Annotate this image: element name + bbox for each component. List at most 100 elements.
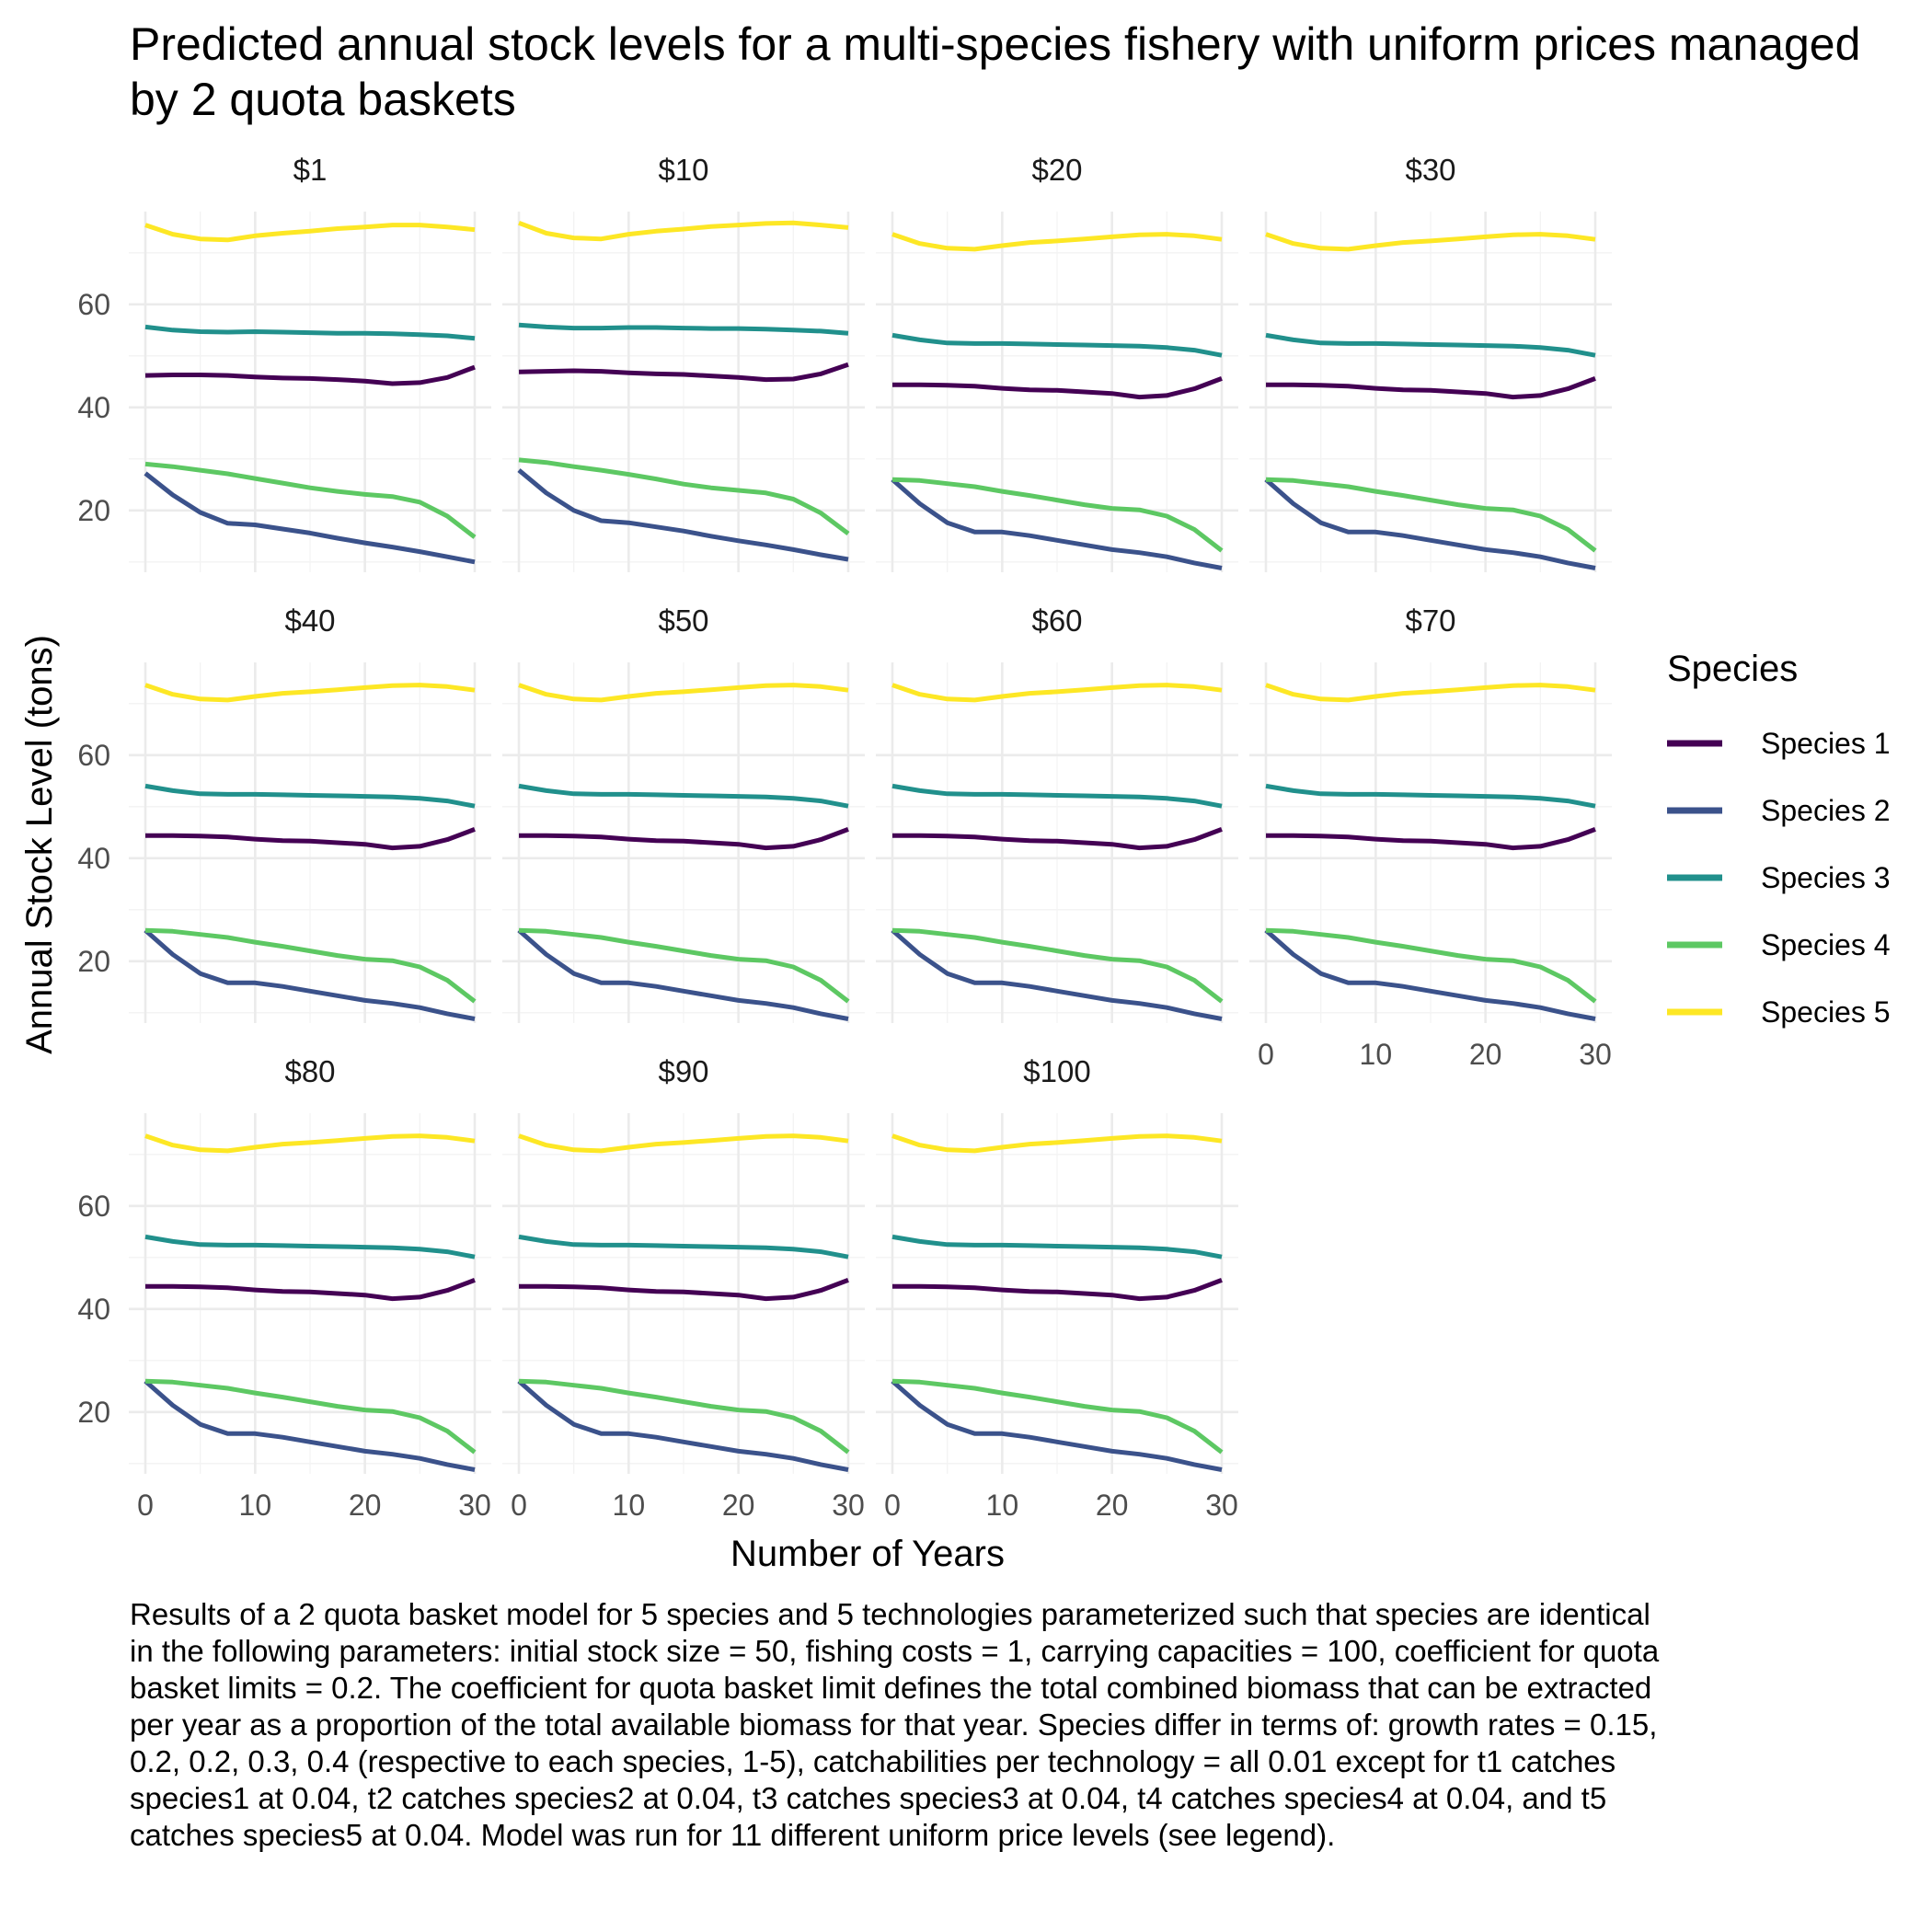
series-line-species-4 — [891, 477, 1224, 553]
series-line-species-4 — [518, 1378, 850, 1455]
legend-key-label: Species 4 — [1761, 928, 1891, 961]
y-tick-label: 60 — [77, 739, 110, 772]
series-line-species-4 — [891, 1378, 1224, 1455]
x-tick-label: 0 — [884, 1489, 901, 1522]
facet-label: $1 — [293, 153, 328, 187]
facet-label: $70 — [1405, 604, 1455, 638]
series-line-species-1 — [1266, 827, 1596, 851]
y-tick-label: 20 — [77, 1396, 110, 1429]
series-line-species-4 — [144, 927, 477, 1004]
facet-panel: $90 0 10 20 30 — [502, 1054, 865, 1522]
series-line-species-5 — [1265, 232, 1596, 252]
y-tick-label: 20 — [77, 494, 110, 527]
legend-key-label: Species 5 — [1761, 995, 1891, 1029]
series-line-species-5 — [144, 683, 476, 703]
series-line-species-1 — [892, 376, 1223, 400]
legend-key-label: Species 1 — [1761, 727, 1891, 760]
y-tick-label: 40 — [77, 1293, 110, 1326]
series-line-species-1 — [145, 1278, 476, 1302]
facet-panel: $50 — [502, 604, 865, 1023]
y-tick-label: 40 — [77, 391, 110, 424]
x-tick-label: 20 — [1469, 1038, 1502, 1071]
x-tick-label: 10 — [613, 1489, 646, 1522]
facet-label: $50 — [658, 604, 708, 638]
x-tick-label: 20 — [1096, 1489, 1129, 1522]
series-line-species-1 — [519, 827, 849, 851]
facet-panel: $60 — [876, 604, 1238, 1023]
series-line-species-5 — [891, 232, 1223, 252]
series-line-species-2 — [517, 1379, 849, 1472]
series-line-species-1 — [519, 1278, 849, 1302]
series-line-species-1 — [1266, 376, 1596, 400]
x-axis-title: Number of Years — [730, 1534, 1005, 1574]
series-line-species-5 — [518, 1133, 849, 1154]
facet-panel: $1 20 40 60 — [77, 153, 491, 572]
x-tick-label: 0 — [511, 1489, 527, 1522]
series-line-species-4 — [1265, 927, 1597, 1004]
x-tick-label: 10 — [1360, 1038, 1393, 1071]
x-tick-label: 0 — [137, 1489, 154, 1522]
series-line-species-4 — [518, 927, 850, 1004]
legend-title: Species — [1667, 649, 1798, 689]
facet-panel: $40 20 40 60 — [77, 604, 491, 1023]
facet-panel: $100 0 10 20 30 — [876, 1054, 1238, 1522]
facet-label: $80 — [284, 1054, 335, 1088]
legend-key-label: Species 2 — [1761, 794, 1891, 827]
series-line-species-3 — [891, 783, 1223, 809]
y-tick-label: 20 — [77, 945, 110, 978]
series-line-species-5 — [891, 683, 1223, 703]
series-line-species-3 — [891, 332, 1223, 358]
series-line-species-5 — [144, 223, 476, 243]
series-line-species-1 — [144, 364, 476, 386]
series-line-species-5 — [144, 1133, 476, 1154]
series-line-species-3 — [1265, 783, 1596, 809]
series-line-species-1 — [892, 827, 1223, 851]
series-line-species-3 — [518, 322, 849, 336]
series-line-species-3 — [144, 783, 476, 809]
legend: Species Species 1 Species 2 Species 3 Speci… — [1667, 649, 1891, 1029]
facet-label: $60 — [1031, 604, 1082, 638]
facet-panel: $70 0 10 20 30 — [1249, 604, 1612, 1071]
series-line-species-3 — [891, 1234, 1223, 1259]
y-tick-label: 60 — [77, 288, 110, 321]
series-line-species-2 — [891, 477, 1223, 570]
x-tick-label: 0 — [1258, 1038, 1274, 1071]
figure-caption: Results of a 2 quota basket model for 5 … — [130, 1597, 1660, 1852]
series-line-species-2 — [891, 928, 1223, 1021]
facet-panel: $80 20 40 60 0 10 20 30 — [77, 1054, 491, 1522]
y-tick-label: 60 — [77, 1190, 110, 1223]
series-line-species-3 — [144, 1234, 476, 1259]
series-line-species-1 — [518, 362, 849, 383]
series-line-species-2 — [891, 1379, 1223, 1472]
x-tick-label: 20 — [349, 1489, 382, 1522]
series-line-species-2 — [144, 471, 476, 565]
series-line-species-3 — [518, 783, 849, 809]
series-line-species-5 — [518, 220, 849, 242]
facet-panels: $1 20 40 60 $10 $20 $30 $40 20 40 60 $50 $60 $70 0 10 20… — [77, 153, 1612, 1522]
series-line-species-3 — [1265, 332, 1596, 358]
series-line-species-2 — [144, 1379, 476, 1472]
x-tick-label: 30 — [832, 1489, 865, 1522]
series-line-species-1 — [892, 1278, 1223, 1302]
facet-label: $20 — [1031, 153, 1082, 187]
facet-label: $90 — [658, 1054, 708, 1088]
y-tick-label: 40 — [77, 842, 110, 875]
series-line-species-2 — [1264, 477, 1596, 570]
series-line-species-5 — [1265, 683, 1596, 703]
series-line-species-3 — [518, 1234, 849, 1259]
y-axis-title: Annual Stock Level (tons) — [19, 635, 60, 1054]
x-tick-label: 30 — [1205, 1489, 1238, 1522]
facet-label: $100 — [1023, 1054, 1090, 1088]
x-tick-label: 10 — [239, 1489, 272, 1522]
x-tick-label: 30 — [1579, 1038, 1612, 1071]
series-line-species-5 — [891, 1133, 1223, 1154]
series-line-species-4 — [518, 457, 850, 535]
series-line-species-1 — [145, 827, 476, 851]
facet-panel: $20 — [876, 153, 1238, 572]
facet-label: $10 — [658, 153, 708, 187]
x-tick-label: 10 — [986, 1489, 1019, 1522]
x-tick-label: 30 — [458, 1489, 491, 1522]
chart-title: Predicted annual stock levels for a mult… — [130, 18, 1861, 125]
legend-key-label: Species 3 — [1761, 861, 1891, 894]
